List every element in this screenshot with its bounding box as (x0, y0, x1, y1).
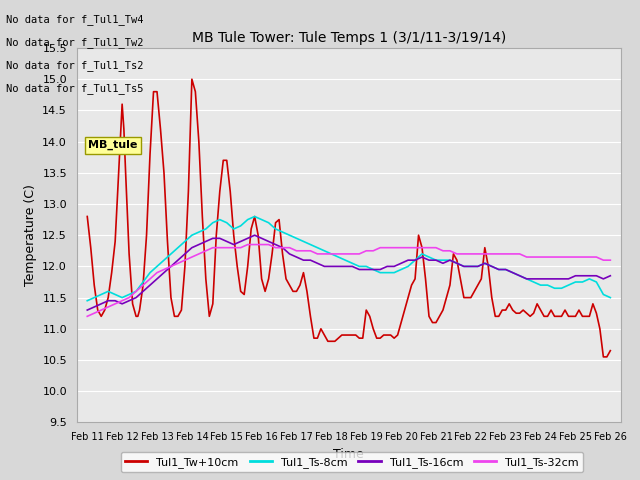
Text: No data for f_Tul1_Tw4: No data for f_Tul1_Tw4 (6, 13, 144, 24)
Text: MB_tule: MB_tule (88, 140, 138, 150)
Text: No data for f_Tul1_Tw2: No data for f_Tul1_Tw2 (6, 36, 144, 48)
Text: No data for f_Tul1_Ts5: No data for f_Tul1_Ts5 (6, 83, 144, 94)
Y-axis label: Temperature (C): Temperature (C) (24, 184, 36, 286)
Text: No data for f_Tul1_Ts2: No data for f_Tul1_Ts2 (6, 60, 144, 71)
Title: MB Tule Tower: Tule Temps 1 (3/1/11-3/19/14): MB Tule Tower: Tule Temps 1 (3/1/11-3/19… (191, 32, 506, 46)
X-axis label: Time: Time (333, 448, 364, 461)
Legend: Tul1_Tw+10cm, Tul1_Ts-8cm, Tul1_Ts-16cm, Tul1_Ts-32cm: Tul1_Tw+10cm, Tul1_Ts-8cm, Tul1_Ts-16cm,… (121, 452, 583, 472)
